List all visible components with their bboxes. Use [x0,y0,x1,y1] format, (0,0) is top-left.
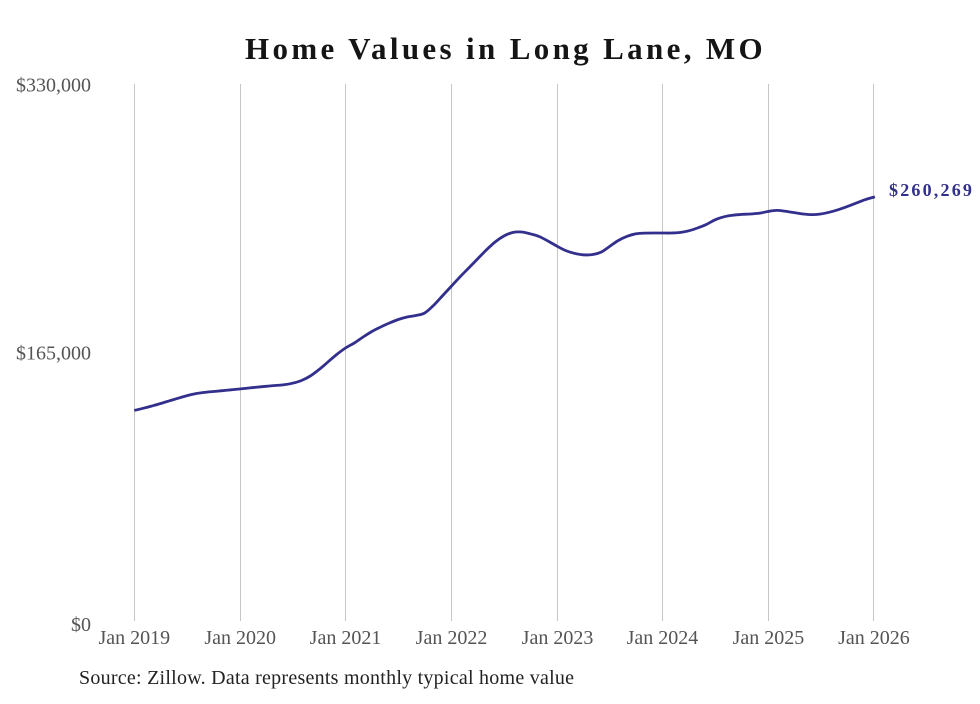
svg-text:Jan 2024: Jan 2024 [627,627,699,649]
svg-text:$165,000: $165,000 [16,342,91,364]
svg-text:$0: $0 [71,614,91,636]
svg-text:Source: Zillow. Data represent: Source: Zillow. Data represents monthly … [79,667,574,689]
svg-text:Jan 2025: Jan 2025 [733,627,805,649]
svg-text:Jan 2023: Jan 2023 [522,627,594,649]
svg-text:Jan 2021: Jan 2021 [310,627,382,649]
svg-text:Jan 2026: Jan 2026 [838,627,910,649]
svg-text:$330,000: $330,000 [16,74,91,96]
svg-text:Jan 2022: Jan 2022 [416,627,488,649]
svg-text:$260,269: $260,269 [889,180,974,200]
svg-text:Jan 2019: Jan 2019 [98,627,170,649]
svg-text:Jan 2020: Jan 2020 [204,627,276,649]
svg-text:Home Values in Long Lane, MO: Home Values in Long Lane, MO [245,31,766,66]
